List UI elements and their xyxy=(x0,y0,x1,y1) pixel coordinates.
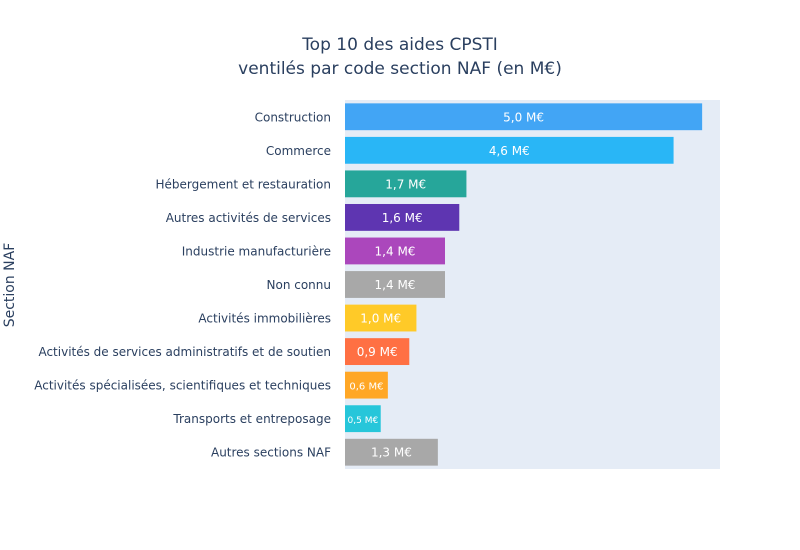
y-tick-label: Autres sections NAF xyxy=(211,446,331,460)
bar-value-label: 1,6 M€ xyxy=(382,211,423,225)
y-tick-labels: Construction Commerce Hébergement et resta… xyxy=(34,110,331,459)
bar-value-label: 5,0 M€ xyxy=(503,110,544,124)
chart-title-line-2: ventilés par code section NAF (en M€) xyxy=(238,59,562,79)
bar xyxy=(345,271,445,298)
bar xyxy=(345,304,417,332)
chart-title-line-1: Top 10 des aides CPSTI xyxy=(301,35,498,55)
bar-value-label: 4,6 M€ xyxy=(489,144,530,158)
y-tick-label: Non connu xyxy=(267,278,332,292)
bar xyxy=(345,405,381,433)
bar xyxy=(345,438,438,466)
y-tick-label: Transports et entreposage xyxy=(172,412,331,426)
bar xyxy=(345,103,703,131)
bar-value-label: 1,0 M€ xyxy=(360,312,401,326)
bar xyxy=(345,136,674,164)
bar-value-label: 1,4 M€ xyxy=(375,278,416,292)
y-tick-label: Activités spécialisées, scientifiques et… xyxy=(34,379,331,393)
bar xyxy=(345,170,467,198)
y-tick-label: Activités de services administratifs et … xyxy=(38,345,331,359)
bar-value-label: 0,6 M€ xyxy=(349,382,383,393)
bar xyxy=(345,237,445,265)
bar xyxy=(345,338,410,366)
bar-value-label: 0,5 M€ xyxy=(348,416,379,426)
bar-value-label: 1,7 M€ xyxy=(385,177,426,191)
bars-layer: 5,0 M€ 4,6 M€ 1,7 M€ 1,6 M€ 1,4 M€ 1,4 M€ 1,0 … xyxy=(345,103,703,466)
y-tick-label: Autres activités de services xyxy=(166,211,331,225)
y-axis-title: Section NAF xyxy=(2,243,18,328)
y-tick-label: Industrie manufacturière xyxy=(182,244,331,258)
bar-value-label: 1,3 M€ xyxy=(371,446,412,460)
bar xyxy=(345,203,460,231)
y-tick-label: Hébergement et restauration xyxy=(156,177,331,191)
y-tick-label: Construction xyxy=(255,110,331,124)
bar xyxy=(345,371,388,399)
bar-value-label: 1,4 M€ xyxy=(375,244,416,258)
y-tick-label: Commerce xyxy=(266,144,331,158)
y-tick-label: Activités immobilières xyxy=(198,312,331,326)
bar-value-label: 0,9 M€ xyxy=(357,345,398,359)
